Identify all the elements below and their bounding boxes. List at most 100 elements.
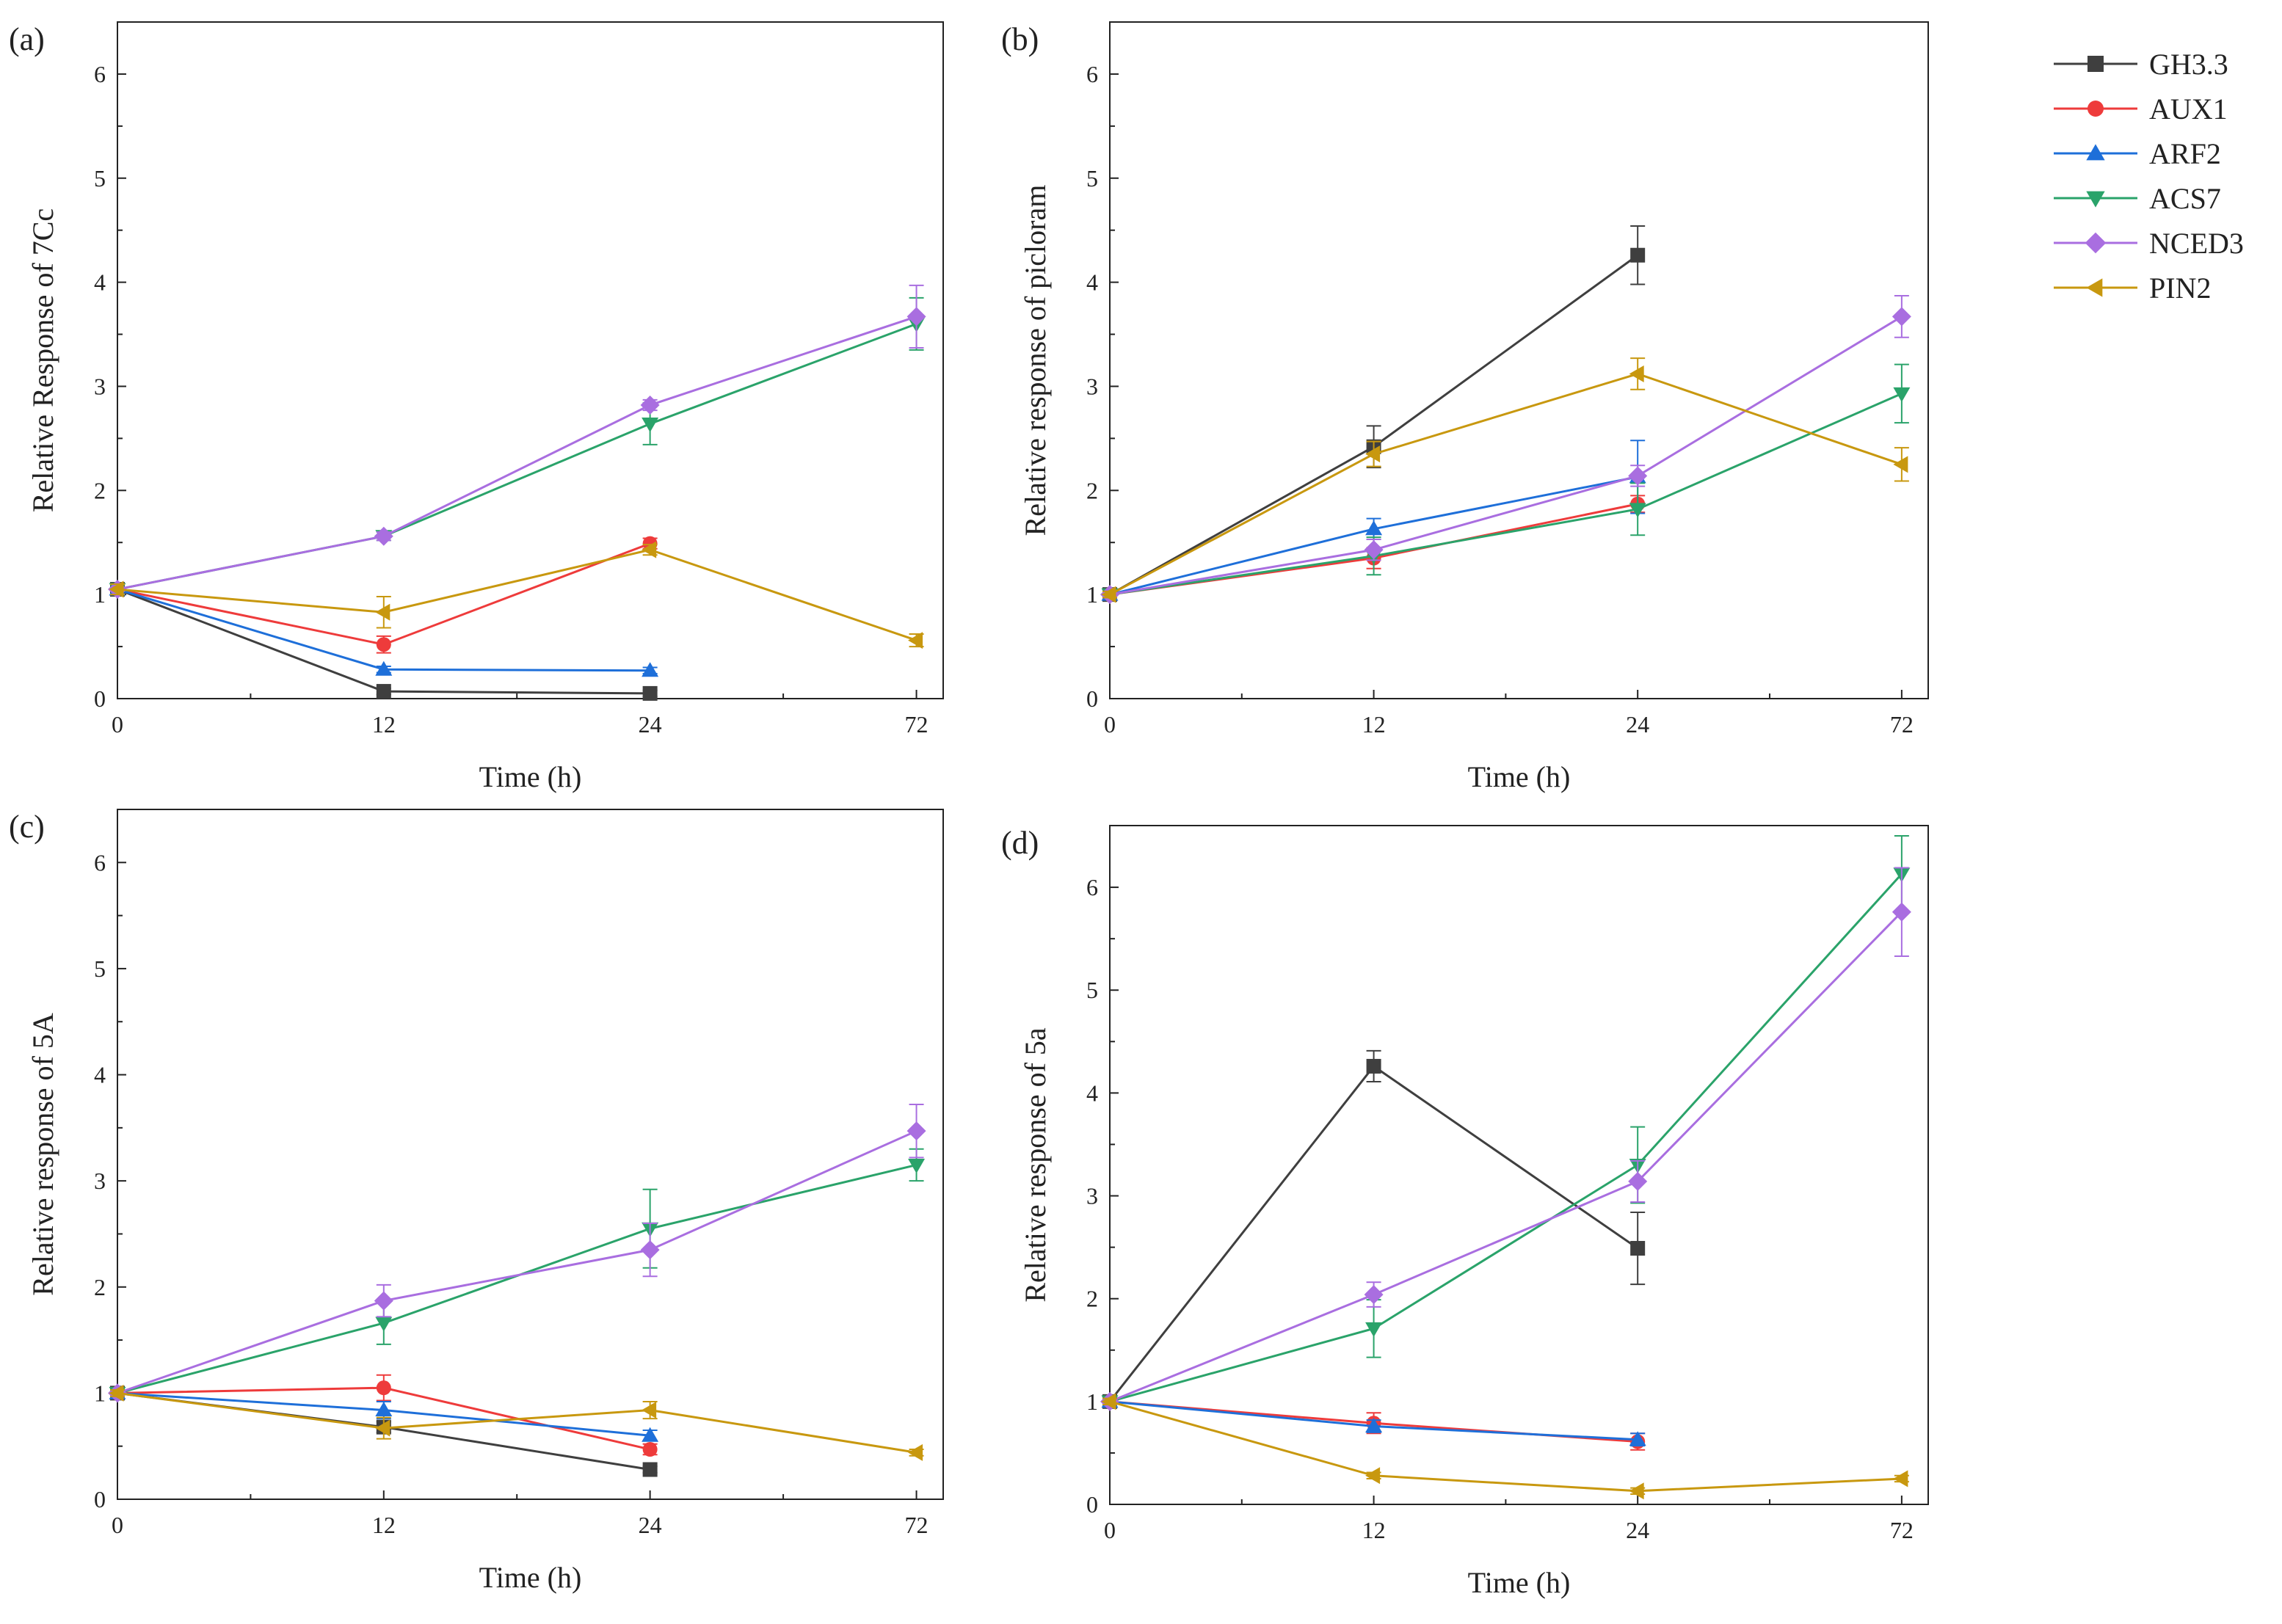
x-tick-label: 0 bbox=[1104, 1517, 1116, 1543]
data-point bbox=[1365, 520, 1383, 536]
y-axis-title: Relative Response of 7Cc bbox=[26, 208, 59, 512]
data-point bbox=[109, 1384, 124, 1402]
data-point bbox=[376, 684, 391, 699]
y-tick-label: 6 bbox=[94, 849, 106, 875]
data-point bbox=[906, 307, 926, 327]
x-tick-label: 24 bbox=[1626, 1517, 1649, 1543]
y-tick-label: 6 bbox=[1086, 874, 1098, 900]
legend-entry-pin2: PIN2 bbox=[2054, 272, 2211, 305]
y-axis-title: Relative response of 5a bbox=[1019, 1027, 1052, 1303]
x-tick-label: 12 bbox=[372, 711, 396, 738]
y-tick-label: 6 bbox=[1086, 61, 1098, 87]
x-tick-label: 0 bbox=[112, 711, 123, 738]
y-tick-label: 0 bbox=[1086, 1491, 1098, 1518]
panel-label: (a) bbox=[9, 21, 45, 57]
series-line bbox=[1109, 1400, 1902, 1493]
x-tick-label: 72 bbox=[1890, 1517, 1914, 1543]
y-tick-label: 3 bbox=[94, 373, 106, 399]
data-point bbox=[1365, 1322, 1383, 1337]
legend-entry-arf2: ARF2 bbox=[2054, 137, 2221, 170]
x-tick-label: 12 bbox=[1362, 1517, 1386, 1543]
data-point bbox=[1366, 1058, 1381, 1074]
data-point bbox=[376, 1380, 391, 1396]
y-tick-label: 2 bbox=[1086, 1286, 1098, 1312]
data-point bbox=[908, 1443, 923, 1461]
y-tick-label: 3 bbox=[1086, 1183, 1098, 1209]
y-tick-label: 1 bbox=[94, 581, 106, 608]
y-tick-label: 4 bbox=[94, 269, 106, 296]
legend-marker bbox=[2087, 101, 2104, 117]
y-tick-label: 4 bbox=[1086, 1079, 1098, 1106]
data-point bbox=[1629, 503, 1646, 518]
series-line bbox=[1109, 372, 1903, 596]
plot-frame bbox=[1109, 21, 1929, 699]
data-point bbox=[1364, 540, 1384, 560]
data-point bbox=[109, 580, 124, 598]
series-line bbox=[1109, 316, 1903, 596]
series-line bbox=[117, 542, 651, 646]
data-point bbox=[1630, 1241, 1646, 1256]
data-point bbox=[642, 1442, 658, 1457]
x-tick-label: 72 bbox=[905, 711, 929, 738]
data-point bbox=[1630, 247, 1646, 263]
series-arf2 bbox=[1101, 1393, 1646, 1447]
data-point bbox=[642, 418, 659, 433]
y-tick-label: 3 bbox=[94, 1168, 106, 1194]
y-tick-label: 6 bbox=[94, 61, 106, 87]
x-axis-title: Time (h) bbox=[479, 760, 582, 793]
y-tick-label: 5 bbox=[94, 955, 106, 982]
legend-entry-acs7: ACS7 bbox=[2054, 182, 2221, 215]
data-point bbox=[642, 541, 657, 558]
y-tick-label: 2 bbox=[94, 477, 106, 503]
data-point bbox=[375, 603, 390, 621]
series-line bbox=[117, 1129, 917, 1394]
series-nced3 bbox=[108, 1104, 926, 1403]
y-axis-title: Relative response of picloram bbox=[1019, 185, 1052, 536]
panel-label: (b) bbox=[1001, 21, 1039, 57]
y-tick-label: 5 bbox=[1086, 977, 1098, 1003]
data-point bbox=[908, 632, 923, 649]
legend-entry-nced3: NCED3 bbox=[2054, 227, 2244, 260]
data-point bbox=[375, 660, 393, 676]
series-line bbox=[1109, 911, 1903, 1403]
y-tick-label: 4 bbox=[94, 1062, 106, 1088]
x-tick-label: 0 bbox=[1104, 711, 1116, 738]
legend-label: GH3.3 bbox=[2149, 48, 2228, 81]
legend-marker bbox=[2086, 144, 2105, 161]
data-point bbox=[908, 1158, 926, 1173]
data-point bbox=[1892, 902, 1911, 922]
legend-label: ACS7 bbox=[2149, 182, 2221, 215]
x-tick-label: 0 bbox=[112, 1512, 123, 1538]
data-point bbox=[1629, 1482, 1644, 1500]
series-line bbox=[1109, 393, 1903, 596]
panel-label: (c) bbox=[9, 809, 45, 845]
y-axis-title: Relative response of 5A bbox=[26, 1013, 59, 1296]
x-tick-label: 12 bbox=[372, 1512, 396, 1538]
legend-label: PIN2 bbox=[2149, 272, 2211, 305]
plot-frame bbox=[117, 21, 944, 699]
x-axis-title: Time (h) bbox=[1468, 1566, 1571, 1599]
data-point bbox=[640, 1240, 660, 1260]
x-tick-label: 24 bbox=[1626, 711, 1649, 738]
x-tick-label: 72 bbox=[1890, 711, 1914, 738]
plot-frame bbox=[1109, 825, 1929, 1505]
data-point bbox=[640, 395, 660, 415]
series-line bbox=[117, 322, 917, 591]
series-nced3 bbox=[1100, 295, 1911, 605]
data-point bbox=[374, 526, 393, 546]
data-point bbox=[1892, 307, 1911, 327]
data-point bbox=[1893, 1470, 1908, 1488]
y-tick-label: 4 bbox=[1086, 269, 1098, 296]
data-point bbox=[1893, 387, 1911, 402]
y-tick-label: 2 bbox=[1086, 477, 1098, 503]
y-tick-label: 0 bbox=[94, 1486, 106, 1512]
y-tick-label: 2 bbox=[94, 1274, 106, 1300]
x-tick-label: 12 bbox=[1362, 711, 1386, 738]
legend-entry-gh3-3: GH3.3 bbox=[2054, 48, 2228, 81]
data-point bbox=[642, 1462, 658, 1477]
data-point bbox=[1364, 1285, 1384, 1305]
series-nced3 bbox=[1100, 867, 1911, 1411]
y-tick-label: 5 bbox=[94, 165, 106, 192]
